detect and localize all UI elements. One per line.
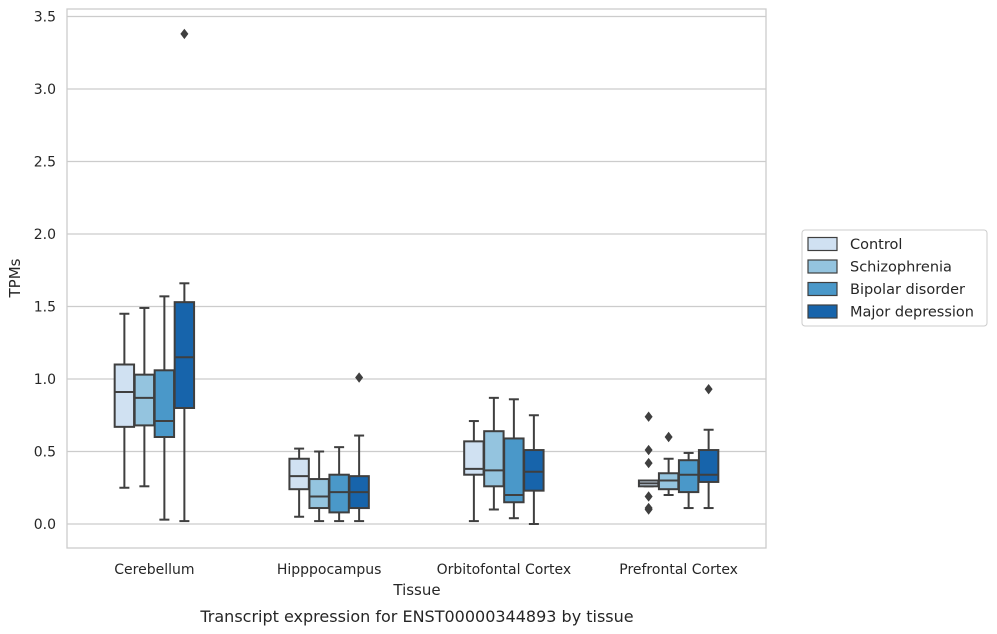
box-2-3 — [523, 414, 545, 525]
legend-swatch — [807, 259, 838, 274]
figure-caption: Transcript expression for ENST0000034489… — [199, 607, 633, 626]
y-tick-label: 2.5 — [34, 155, 56, 171]
iqr-box — [697, 449, 720, 483]
iqr-box — [288, 457, 310, 491]
legend-swatch — [807, 304, 838, 319]
iqr-box — [677, 459, 700, 494]
plot-area-frame — [66, 8, 767, 549]
box-0-0 — [113, 312, 136, 489]
x-tick-label: Orbitofontal Cortex — [437, 562, 572, 578]
outlier-point — [704, 383, 713, 395]
legend-label: Control — [850, 237, 902, 253]
legend-item: Bipolar disorder — [807, 281, 965, 298]
x-tick-label: Prefrontal Cortex — [619, 562, 738, 578]
y-tick-label: 3.5 — [34, 10, 56, 26]
legend-label: Major depression — [850, 305, 974, 321]
gridlines — [67, 15, 766, 525]
box-2-0 — [463, 420, 485, 523]
iqr-box — [328, 473, 350, 514]
box-series-layer — [113, 28, 720, 525]
box-0-1 — [133, 306, 156, 488]
box-0-2 — [153, 295, 176, 521]
legend-items: Control Schizophrenia Bipolar disorder Majo… — [807, 236, 974, 321]
x-tick-labels: Cerebellum Hipppocampus Orbitofontal Corte… — [114, 562, 738, 578]
y-tick-label: 0.0 — [34, 517, 56, 533]
box-1-0 — [288, 447, 310, 518]
box-3-3 — [697, 383, 720, 510]
iqr-box — [133, 373, 156, 427]
legend-label: Schizophrenia — [850, 260, 952, 276]
legend: Control Schizophrenia Bipolar disorder Majo… — [801, 229, 988, 327]
legend-item: Major depression — [807, 304, 974, 321]
iqr-box — [483, 430, 505, 488]
box-2-1 — [483, 396, 505, 511]
y-tick-label: 1.5 — [34, 300, 56, 316]
iqr-box — [173, 301, 196, 409]
iqr-box — [523, 449, 545, 492]
outlier-point — [644, 411, 653, 422]
y-tick-label: 0.5 — [34, 445, 56, 461]
outlier-point — [644, 491, 653, 502]
y-tick-label: 1.0 — [34, 372, 56, 388]
y-tick-label: 3.0 — [34, 82, 56, 98]
y-tick-label: 2.0 — [34, 227, 56, 243]
iqr-box — [503, 437, 525, 504]
x-axis-title: Tissue — [392, 581, 440, 599]
legend-swatch — [807, 281, 838, 297]
legend-label: Bipolar disorder — [850, 282, 965, 298]
outlier-point — [644, 504, 653, 515]
y-axis-title: TPMs — [6, 258, 24, 298]
box-1-2 — [328, 446, 350, 523]
y-tick-labels: 0.0 0.5 1.0 1.5 2.0 2.5 3.0 3.5 — [34, 10, 56, 534]
x-tick-label: Hipppocampus — [277, 562, 382, 578]
box-3-0 — [637, 411, 660, 515]
outlier-point — [664, 431, 673, 443]
outlier-point — [644, 444, 653, 456]
box-3-1 — [657, 431, 680, 496]
outlier-point — [355, 372, 364, 383]
iqr-box — [113, 363, 136, 428]
iqr-box — [153, 369, 176, 438]
legend-item: Control — [807, 236, 902, 253]
box-1-1 — [308, 450, 330, 523]
x-tick-label: Cerebellum — [114, 562, 194, 578]
box-2-2 — [503, 398, 525, 520]
legend-swatch — [807, 236, 838, 252]
legend-item: Schizophrenia — [807, 259, 952, 276]
box-1-3 — [348, 372, 370, 523]
iqr-box — [308, 478, 330, 510]
outlier-point — [644, 457, 653, 469]
box-3-2 — [677, 451, 700, 510]
legend-frame — [801, 229, 988, 327]
box-0-3 — [173, 28, 196, 523]
outlier-point — [180, 28, 189, 40]
